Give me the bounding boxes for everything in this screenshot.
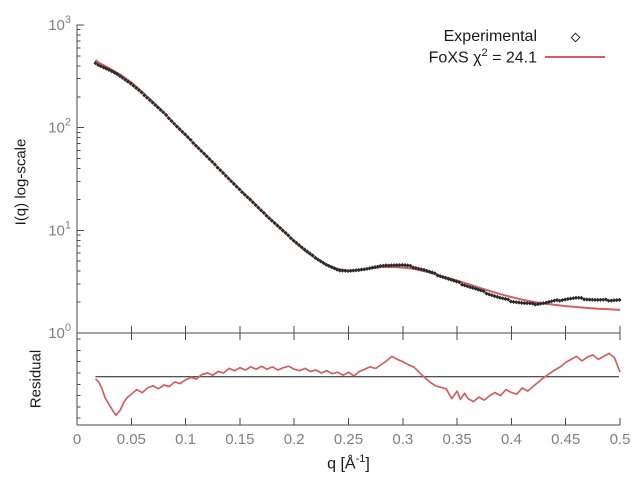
x-axis-label-bracket: ] [365, 455, 370, 473]
legend-item-experimental: Experimental [325, 27, 605, 47]
y-tick-label: 102 [48, 117, 71, 137]
x-tick-label: 0.25 [334, 431, 363, 448]
y-tick-label: 100 [48, 322, 71, 342]
legend-item-foxs: FoXS χ2 = 24.1 [325, 47, 605, 67]
legend-foxs-exponent: 2 [481, 46, 488, 59]
foxs-fit-line [94, 59, 621, 311]
residual-line [94, 352, 621, 417]
legend-foxs-prefix: FoXS χ [428, 49, 482, 67]
x-axis-label-exponent: -1 [355, 453, 366, 465]
x-tick-label: 0.4 [501, 431, 522, 448]
y-tick-label: 101 [48, 219, 71, 239]
x-tick-label: 0.15 [225, 431, 254, 448]
x-tick-label: 0.1 [175, 431, 196, 448]
x-tick-label: 0.5 [610, 431, 631, 448]
experimental-scatter [93, 61, 622, 307]
x-tick-label: 0.3 [392, 431, 413, 448]
legend-label-foxs: FoXS χ2 = 24.1 [429, 47, 537, 67]
legend-sample-experimental [545, 27, 605, 47]
x-tick-label: 0.35 [442, 431, 471, 448]
x-tick-label: 0.2 [284, 431, 305, 448]
x-tick-label: 0.45 [551, 431, 580, 448]
x-tick-label: 0 [73, 431, 81, 448]
legend-label-experimental: Experimental [443, 28, 537, 45]
y-axis-label-main: I(q) log-scale [12, 138, 30, 226]
legend: Experimental FoXS χ2 = 24.1 [325, 27, 605, 67]
x-axis-label: q [Å-1] [77, 453, 620, 473]
legend-sample-foxs [545, 47, 605, 67]
y-axis-label-residual: Residual [27, 349, 45, 409]
legend-foxs-chi2-value: = 24.1 [487, 49, 537, 67]
fit-line-marker-icon [545, 56, 605, 58]
y-tick-label: 103 [48, 14, 71, 34]
x-tick-label: 0.05 [117, 431, 146, 448]
x-axis-label-text: q [Å [327, 455, 356, 473]
diamond-marker-icon [570, 32, 580, 42]
